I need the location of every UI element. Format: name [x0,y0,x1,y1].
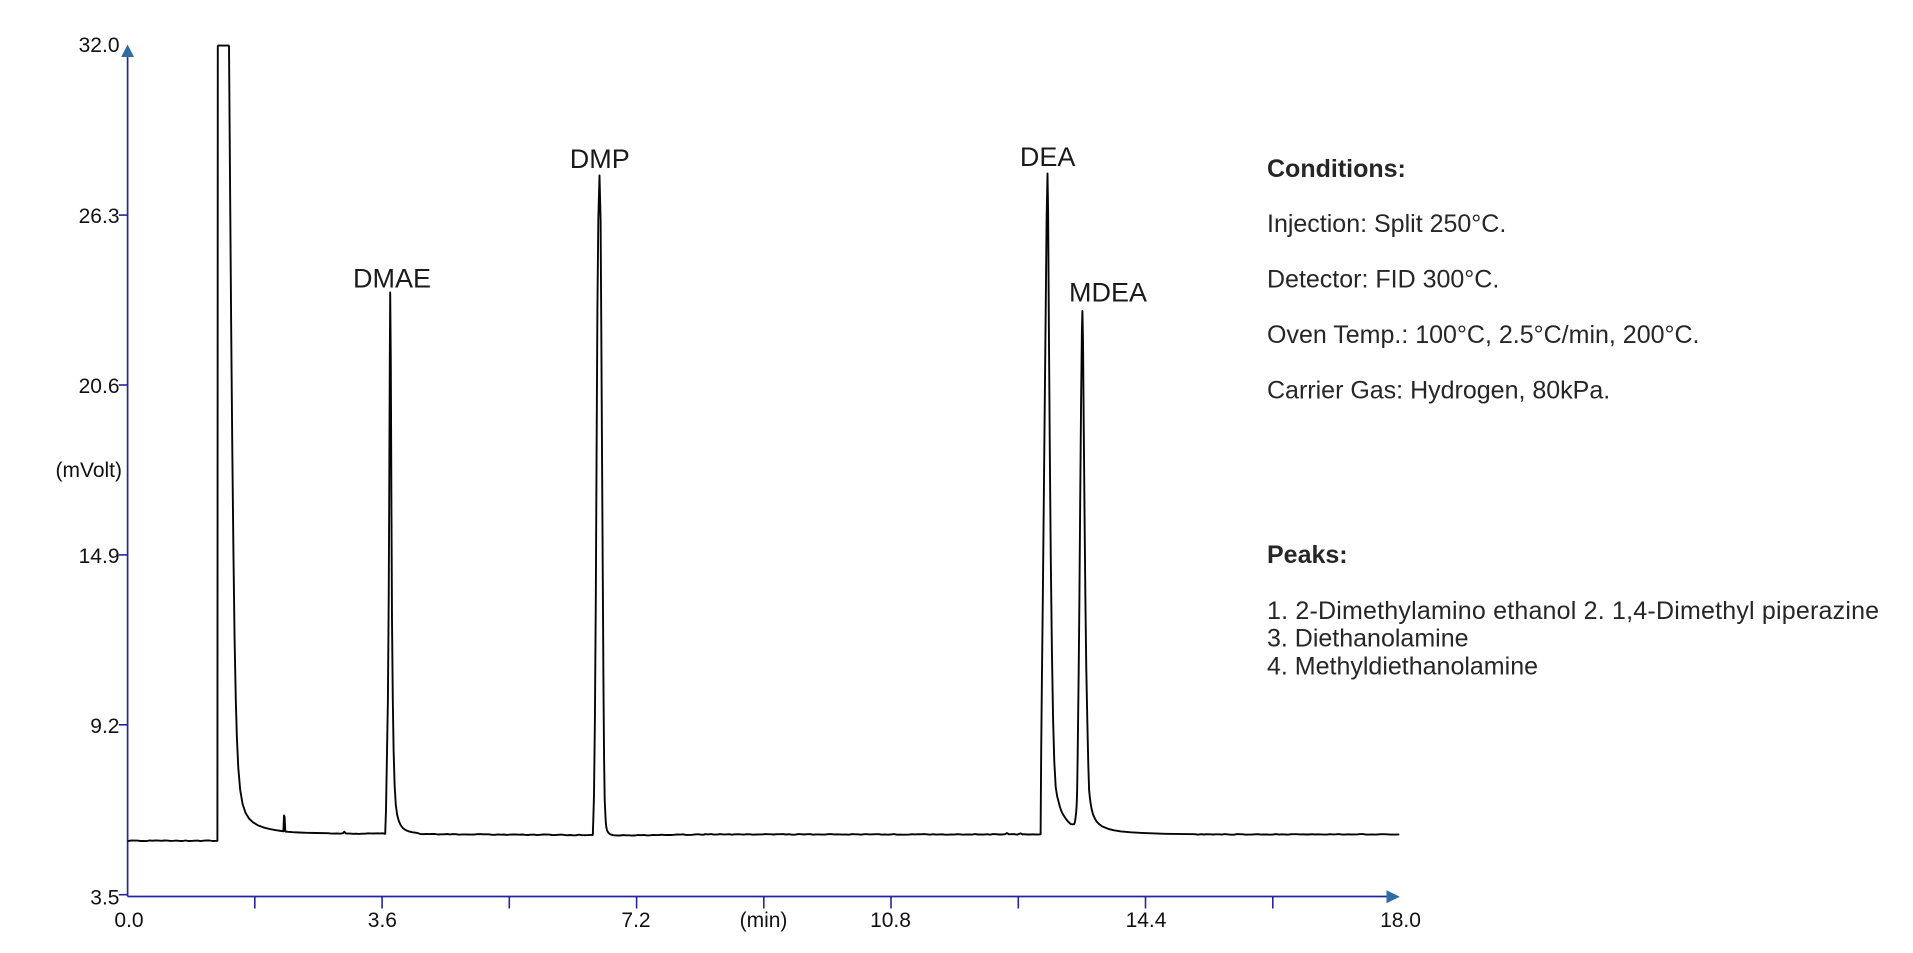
svg-text:3.5: 3.5 [90,887,119,910]
svg-text:14.4: 14.4 [1126,909,1167,932]
svg-text:7.2: 7.2 [621,909,650,932]
svg-text:18.0: 18.0 [1380,909,1421,932]
svg-text:Conditions:: Conditions: [1267,155,1406,183]
svg-text:MDEA: MDEA [1069,278,1147,308]
svg-text:(mVolt): (mVolt) [55,459,122,482]
svg-text:DEA: DEA [1020,142,1076,172]
svg-text:DMAE: DMAE [353,264,431,294]
svg-text:4. Methyldiethanolamine: 4. Methyldiethanolamine [1267,652,1538,680]
svg-text:26.3: 26.3 [79,205,120,228]
svg-text:Detector: FID 300°C.: Detector: FID 300°C. [1267,266,1499,294]
svg-text:32.0: 32.0 [79,34,120,57]
svg-text:1. 2-Dimethylamino ethanol 2.: 1. 2-Dimethylamino ethanol 2. 1,4-Dimeth… [1267,597,1879,625]
svg-text:9.2: 9.2 [90,715,119,738]
svg-text:0.0: 0.0 [114,909,143,932]
svg-text:Peaks:: Peaks: [1267,541,1348,569]
svg-text:20.6: 20.6 [79,375,120,398]
svg-text:Carrier Gas: Hydrogen, 80kPa.: Carrier Gas: Hydrogen, 80kPa. [1267,377,1610,405]
svg-text:10.8: 10.8 [870,909,911,932]
svg-text:Injection: Split 250°C.: Injection: Split 250°C. [1267,210,1506,238]
svg-text:Oven Temp.: 100°C, 2.5°C/min,: Oven Temp.: 100°C, 2.5°C/min, 200°C. [1267,321,1700,349]
svg-text:3.6: 3.6 [368,909,397,932]
svg-text:3. Diethanolamine: 3. Diethanolamine [1267,625,1469,653]
svg-text:(min): (min) [740,909,788,932]
svg-text:DMP: DMP [570,144,630,174]
svg-text:14.9: 14.9 [79,545,120,568]
